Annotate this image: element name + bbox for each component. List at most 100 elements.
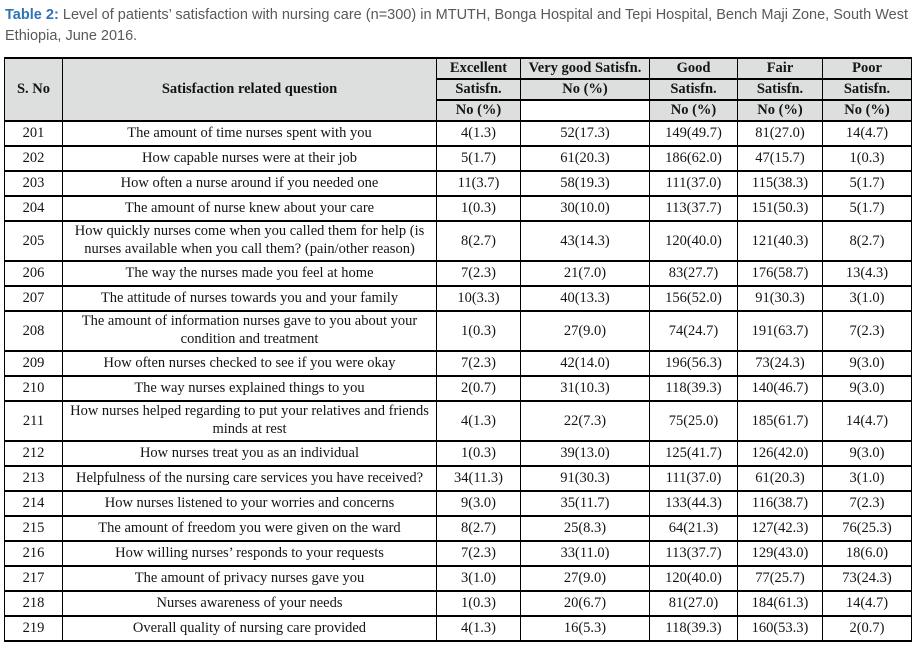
row-number-cell: 201 xyxy=(4,120,63,148)
excellent-cell: 8(2.7) xyxy=(436,220,521,263)
fair-cell: 121(40.3) xyxy=(737,220,823,263)
good-cell: 111(37.0) xyxy=(649,170,738,198)
good-cell: 196(56.3) xyxy=(649,350,738,378)
fair-cell: 140(46.7) xyxy=(737,375,823,403)
very-good-cell: 31(10.3) xyxy=(520,375,650,403)
fair-cell: 151(50.3) xyxy=(737,195,823,223)
header-excellent-no-pct: No (%) xyxy=(436,99,521,123)
very-good-cell: 35(11.7) xyxy=(520,490,650,518)
fair-cell: 116(38.7) xyxy=(737,490,823,518)
table-row: 206 The way the nurses made you feel at … xyxy=(4,260,912,288)
excellent-cell: 4(1.3) xyxy=(436,615,521,643)
excellent-cell: 1(0.3) xyxy=(436,310,521,353)
header-fair-satisfn: Satisfn. xyxy=(737,78,823,102)
header-empty-cell xyxy=(520,99,650,123)
very-good-cell: 16(5.3) xyxy=(520,615,650,643)
very-good-cell: 58(19.3) xyxy=(520,170,650,198)
very-good-cell: 40(13.3) xyxy=(520,285,650,313)
very-good-cell: 25(8.3) xyxy=(520,515,650,543)
row-number-cell: 212 xyxy=(4,440,63,468)
table-row: 219 Overall quality of nursing care prov… xyxy=(4,615,912,643)
table-row: 210 The way nurses explained things to y… xyxy=(4,375,912,403)
poor-cell: 9(3.0) xyxy=(822,350,912,378)
table-row: 205 How quickly nurses come when you cal… xyxy=(4,220,912,263)
good-cell: 125(41.7) xyxy=(649,440,738,468)
excellent-cell: 10(3.3) xyxy=(436,285,521,313)
excellent-cell: 7(2.3) xyxy=(436,540,521,568)
header-poor: Poor xyxy=(822,57,912,81)
row-number-cell: 207 xyxy=(4,285,63,313)
fair-cell: 115(38.3) xyxy=(737,170,823,198)
table-caption-text: Level of patients’ satisfaction with nur… xyxy=(5,7,909,44)
question-cell: The amount of nurse knew about your care xyxy=(62,195,437,223)
table-row: 216 How willing nurses’ responds to your… xyxy=(4,540,912,568)
question-cell: The way the nurses made you feel at home xyxy=(62,260,437,288)
excellent-cell: 7(2.3) xyxy=(436,260,521,288)
very-good-cell: 43(14.3) xyxy=(520,220,650,263)
table-row: 209 How often nurses checked to see if y… xyxy=(4,350,912,378)
excellent-cell: 7(2.3) xyxy=(436,350,521,378)
good-cell: 149(49.7) xyxy=(649,120,738,148)
question-cell: Helpfulness of the nursing care services… xyxy=(62,465,437,493)
header-fair: Fair xyxy=(737,57,823,81)
very-good-cell: 27(9.0) xyxy=(520,565,650,593)
good-cell: 118(39.3) xyxy=(649,375,738,403)
row-number-cell: 218 xyxy=(4,590,63,618)
satisfaction-table: S. No Satisfaction related question Exce… xyxy=(4,57,912,643)
fair-cell: 91(30.3) xyxy=(737,285,823,313)
very-good-cell: 20(6.7) xyxy=(520,590,650,618)
header-good: Good xyxy=(649,57,738,81)
fair-cell: 127(42.3) xyxy=(737,515,823,543)
row-number-cell: 204 xyxy=(4,195,63,223)
table-row: 204 The amount of nurse knew about your … xyxy=(4,195,912,223)
good-cell: 83(27.7) xyxy=(649,260,738,288)
question-cell: How capable nurses were at their job xyxy=(62,145,437,173)
question-cell: How nurses treat you as an individual xyxy=(62,440,437,468)
very-good-cell: 91(30.3) xyxy=(520,465,650,493)
header-question: Satisfaction related question xyxy=(62,57,437,123)
header-very-good-no-pct: No (%) xyxy=(520,78,650,102)
good-cell: 113(37.7) xyxy=(649,195,738,223)
excellent-cell: 11(3.7) xyxy=(436,170,521,198)
very-good-cell: 33(11.0) xyxy=(520,540,650,568)
row-number-cell: 216 xyxy=(4,540,63,568)
poor-cell: 7(2.3) xyxy=(822,490,912,518)
table-row: 211 How nurses helped regarding to put y… xyxy=(4,400,912,443)
row-number-cell: 206 xyxy=(4,260,63,288)
good-cell: 113(37.7) xyxy=(649,540,738,568)
excellent-cell: 1(0.3) xyxy=(436,590,521,618)
table-row: 207 The attitude of nurses towards you a… xyxy=(4,285,912,313)
header-good-no-pct: No (%) xyxy=(649,99,738,123)
row-number-cell: 209 xyxy=(4,350,63,378)
good-cell: 81(27.0) xyxy=(649,590,738,618)
header-good-satisfn: Satisfn. xyxy=(649,78,738,102)
table-row: 218 Nurses awareness of your needs 1(0.3… xyxy=(4,590,912,618)
question-cell: The attitude of nurses towards you and y… xyxy=(62,285,437,313)
table-body: 201 The amount of time nurses spent with… xyxy=(4,120,912,643)
question-cell: How nurses helped regarding to put your … xyxy=(62,400,437,443)
excellent-cell: 2(0.7) xyxy=(436,375,521,403)
very-good-cell: 52(17.3) xyxy=(520,120,650,148)
poor-cell: 3(1.0) xyxy=(822,285,912,313)
fair-cell: 191(63.7) xyxy=(737,310,823,353)
question-cell: Nurses awareness of your needs xyxy=(62,590,437,618)
header-row-1: S. No Satisfaction related question Exce… xyxy=(4,57,912,123)
fair-cell: 126(42.0) xyxy=(737,440,823,468)
very-good-cell: 21(7.0) xyxy=(520,260,650,288)
excellent-cell: 4(1.3) xyxy=(436,400,521,443)
excellent-cell: 1(0.3) xyxy=(436,195,521,223)
very-good-cell: 22(7.3) xyxy=(520,400,650,443)
good-cell: 74(24.7) xyxy=(649,310,738,353)
good-cell: 186(62.0) xyxy=(649,145,738,173)
row-number-cell: 215 xyxy=(4,515,63,543)
very-good-cell: 42(14.0) xyxy=(520,350,650,378)
excellent-cell: 9(3.0) xyxy=(436,490,521,518)
table-row: 215 The amount of freedom you were given… xyxy=(4,515,912,543)
poor-cell: 13(4.3) xyxy=(822,260,912,288)
excellent-cell: 34(11.3) xyxy=(436,465,521,493)
poor-cell: 9(3.0) xyxy=(822,375,912,403)
poor-cell: 5(1.7) xyxy=(822,195,912,223)
poor-cell: 2(0.7) xyxy=(822,615,912,643)
question-cell: The amount of time nurses spent with you xyxy=(62,120,437,148)
good-cell: 120(40.0) xyxy=(649,220,738,263)
